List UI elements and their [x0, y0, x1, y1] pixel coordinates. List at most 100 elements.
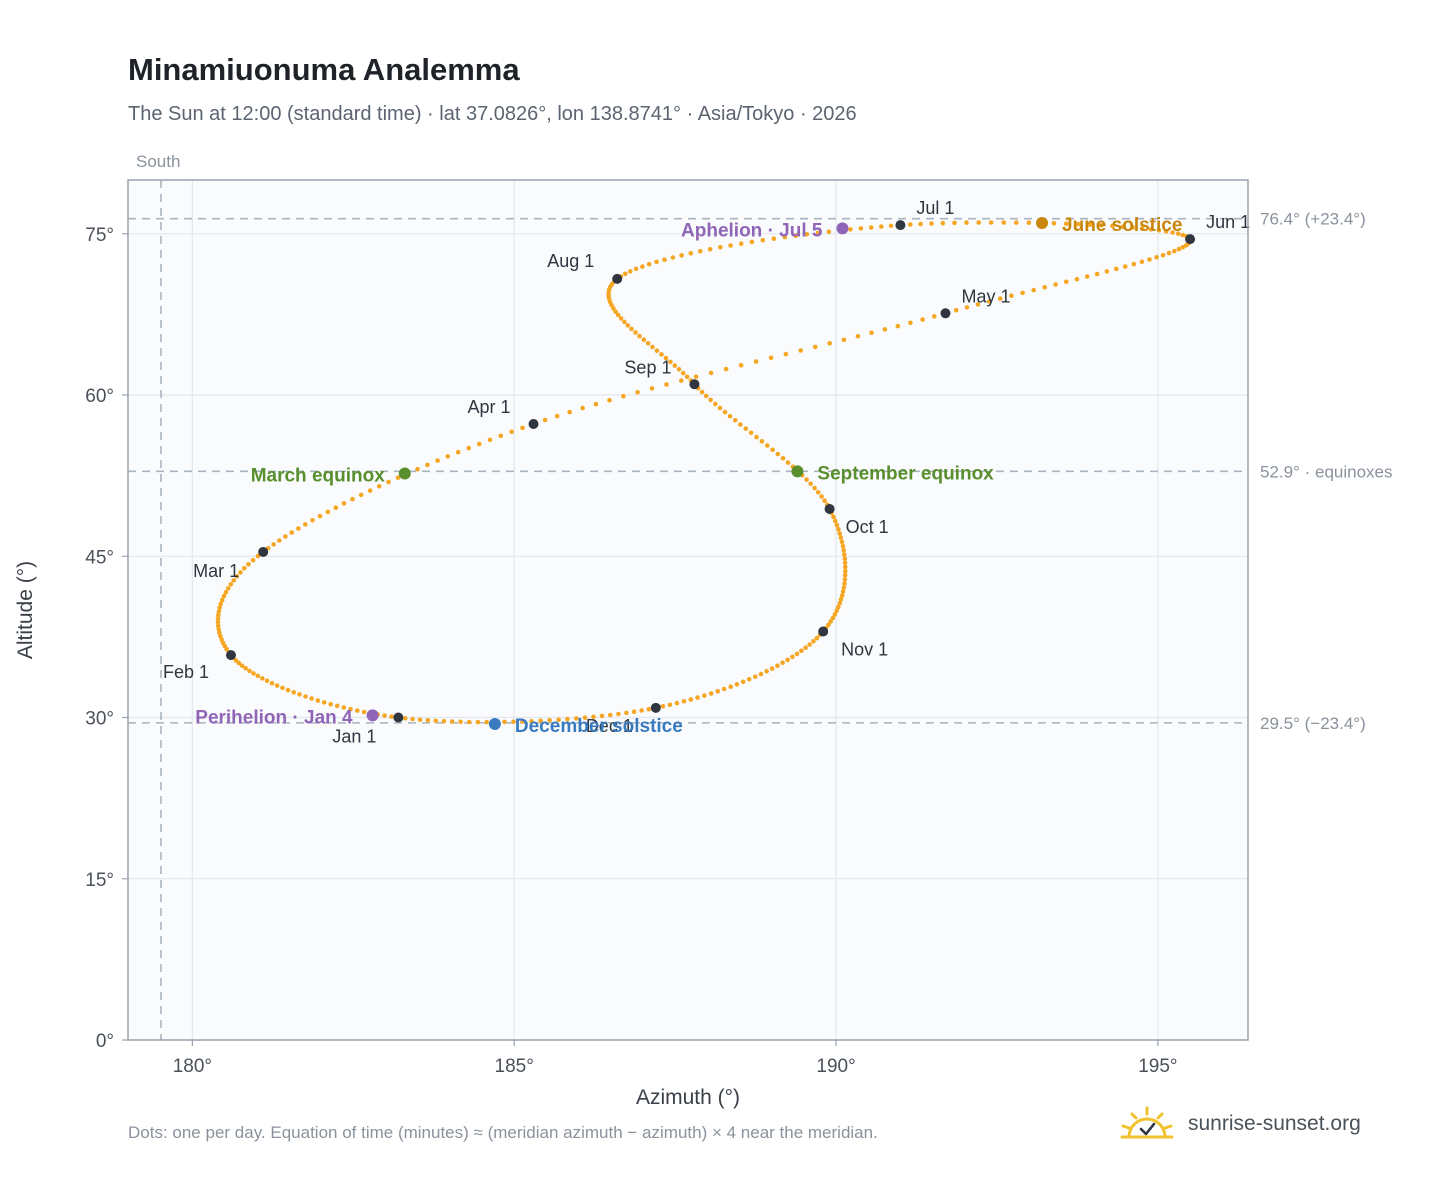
month-marker [824, 503, 835, 514]
daily-sun-dot [839, 539, 845, 545]
daily-sun-dot [243, 666, 248, 671]
daily-sun-dot [908, 222, 913, 227]
daily-sun-dot [837, 600, 843, 606]
daily-sun-dot [333, 505, 339, 511]
daily-sun-dot [814, 635, 820, 641]
month-label: Jul 1 [916, 198, 954, 218]
daily-sun-dot [624, 710, 629, 716]
daily-sun-dot [1087, 222, 1093, 227]
daily-sun-dot [753, 359, 759, 364]
daily-sun-dot [629, 326, 634, 332]
daily-sun-dot [520, 425, 525, 431]
daily-sun-dot [838, 597, 844, 602]
plot-frame [127, 179, 1249, 1041]
daily-sun-dot [223, 590, 229, 595]
daily-sun-dot [940, 220, 946, 226]
daily-sun-dot [842, 560, 848, 566]
daily-sun-dot [986, 299, 992, 304]
daily-sun-dot [708, 370, 714, 376]
daily-sun-dot [1104, 269, 1110, 274]
daily-sun-dot [1139, 259, 1145, 265]
daily-sun-dot [895, 323, 901, 329]
daily-sun-dot [315, 698, 321, 703]
daily-sun-dot [708, 397, 713, 403]
daily-sun-dot [498, 433, 504, 439]
daily-sun-dot [785, 657, 790, 663]
month-marker [895, 220, 906, 231]
daily-sun-dot [838, 535, 844, 540]
daily-sun-dot [334, 703, 340, 709]
daily-sun-dot [793, 233, 799, 238]
daily-sun-dot [361, 709, 367, 715]
daily-sun-dot [403, 716, 408, 721]
daily-sun-dot [842, 556, 848, 561]
daily-sun-dot [770, 447, 775, 453]
event-label: Aphelion · Jul 5 [681, 220, 823, 241]
daily-sun-dot [1074, 276, 1080, 282]
daily-sun-dot [727, 413, 733, 419]
daily-sun-dot [565, 716, 570, 722]
brand[interactable]: sunrise-sunset.org [1120, 1102, 1361, 1146]
month-label: Sep 1 [624, 357, 671, 377]
daily-sun-dot [228, 582, 234, 587]
daily-sun-dot [321, 700, 327, 705]
daily-sun-dot [554, 413, 560, 419]
daily-sun-dot [794, 651, 800, 657]
daily-sun-dot [953, 308, 959, 313]
daily-sun-dot [280, 685, 285, 691]
daily-sun-dot [445, 454, 451, 459]
daily-sun-dot [807, 642, 812, 647]
daily-sun-dot [1042, 285, 1047, 290]
event-label: September equinox [817, 463, 994, 484]
daily-sun-dot [297, 692, 302, 697]
daily-sun-dot [641, 337, 647, 343]
reference-label: 76.4° (+23.4°) [1260, 210, 1366, 229]
daily-sun-dot [395, 475, 401, 481]
daily-sun-dot [662, 257, 667, 263]
daily-sun-dot [264, 678, 270, 684]
daily-sun-dot [599, 713, 605, 719]
daily-sun-dot [831, 514, 836, 520]
daily-sun-dot [475, 719, 481, 725]
chart-subtitle: The Sun at 12:00 (standard time) · lat 3… [128, 103, 857, 125]
daily-sun-dot [271, 542, 276, 547]
daily-sun-dot [734, 682, 740, 687]
daily-sun-dot [1131, 261, 1137, 267]
daily-sun-dot [296, 526, 301, 531]
daily-sun-dot [520, 719, 525, 724]
daily-sun-dot [728, 684, 733, 689]
daily-sun-dot [679, 378, 684, 383]
daily-sun-dot [676, 367, 682, 372]
daily-sun-dot [529, 718, 534, 724]
daily-sun-dot [654, 259, 659, 265]
daily-sun-dot [672, 363, 678, 368]
daily-sun-dot [231, 578, 236, 583]
daily-sun-dot [484, 719, 490, 725]
daily-sun-dot [216, 609, 222, 614]
daily-sun-dot [1139, 226, 1145, 231]
month-marker [650, 702, 661, 713]
daily-sun-dot [509, 429, 514, 435]
daily-sun-dot [367, 488, 373, 493]
daily-sun-dot [1122, 264, 1128, 269]
daily-sun-dot [771, 236, 777, 241]
daily-sun-dot [799, 648, 804, 654]
plot-area [128, 180, 1248, 1040]
daily-sun-dot [804, 477, 809, 482]
x-tick-label: 190° [816, 1056, 855, 1077]
daily-sun-dot [1051, 221, 1057, 226]
daily-sun-dot [289, 530, 295, 535]
month-label: Jan 1 [332, 727, 376, 747]
daily-sun-dot [225, 586, 231, 591]
daily-sun-dot [285, 687, 291, 693]
daily-sun-dot [1175, 231, 1181, 236]
daily-sun-dot [929, 221, 934, 226]
daily-sun-dot [713, 401, 718, 407]
reference-label: 52.9° · equinoxes [1260, 462, 1393, 481]
event-marker [398, 467, 411, 480]
daily-sun-dot [234, 574, 240, 579]
event-label: December solstice [515, 716, 683, 737]
daily-sun-dot [680, 370, 686, 376]
daily-sun-dot [631, 709, 637, 714]
daily-sun-dot [219, 597, 225, 603]
